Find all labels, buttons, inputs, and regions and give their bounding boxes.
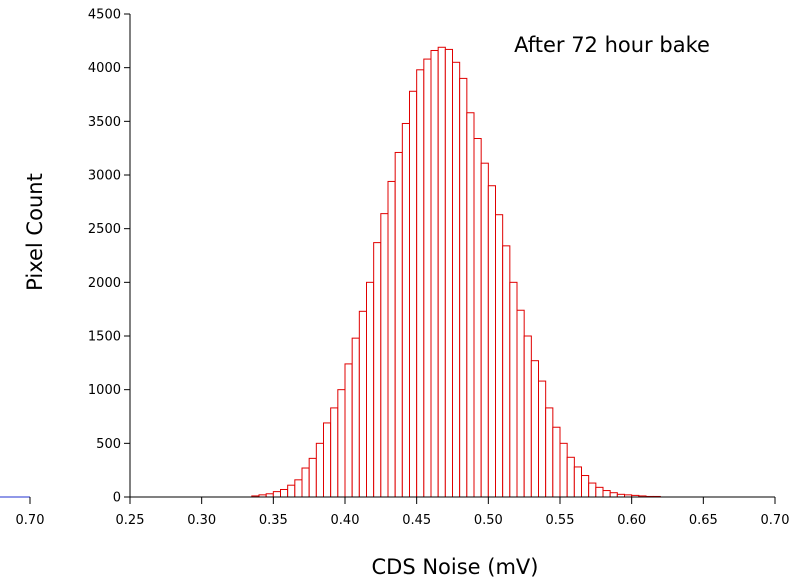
y-tick-label: 3000 (88, 169, 121, 184)
histogram-bar (358, 310, 367, 498)
histogram-bar (315, 442, 324, 498)
histogram-bar (495, 214, 504, 498)
y-tick-label: 2500 (88, 222, 121, 237)
x-tick-label: 0.55 (546, 513, 575, 528)
histogram-bar (416, 69, 425, 498)
histogram-bar (566, 456, 575, 498)
histogram-bar (272, 491, 281, 498)
y-axis-ticks: 0 500 1000 1500 2000 2500 3000 3500 4000 4500 (88, 8, 130, 506)
histogram-bar (351, 337, 360, 498)
histogram-bar (344, 363, 353, 498)
x-tick-label: 0.40 (331, 513, 360, 528)
x-axis-ticks: 0.25 0.30 0.35 0.40 0.45 0.50 0.55 0.60 0.65 0.70 (116, 497, 790, 528)
histogram-bar (509, 281, 518, 498)
histogram-bar (552, 426, 561, 498)
x-tick-label: 0.35 (259, 513, 288, 528)
histogram-bar (337, 389, 346, 498)
histogram-bar (401, 122, 410, 498)
histogram-bar (380, 213, 389, 498)
histogram-bar (423, 58, 432, 498)
x-tick-label: 0.70 (761, 513, 790, 528)
x-tick-label: 0.65 (689, 513, 718, 528)
y-tick-label: 500 (96, 437, 121, 452)
histogram-bar (466, 112, 475, 498)
histogram-bar (581, 475, 590, 498)
histogram-bar (487, 185, 496, 498)
x-tick-label: 0.25 (116, 513, 145, 528)
histogram-bar (538, 380, 547, 498)
y-tick-label: 4000 (88, 61, 121, 76)
histogram-bar (588, 482, 597, 498)
histogram-bar (294, 479, 303, 498)
histogram-bar (523, 335, 532, 498)
left-fragment-tick-label: 0.70 (16, 513, 45, 528)
histogram-bar (308, 457, 317, 498)
x-tick-label: 0.30 (187, 513, 216, 528)
histogram-bar (430, 49, 439, 498)
histogram-bar (301, 467, 310, 498)
histogram-bar (502, 245, 511, 498)
histogram-bar (437, 46, 446, 498)
y-tick-label: 1500 (88, 330, 121, 345)
y-axis-title: Pixel Count (23, 173, 47, 291)
x-tick-label: 0.60 (617, 513, 646, 528)
histogram-bar (280, 488, 289, 498)
histogram-bar (394, 151, 403, 498)
histogram-bar (545, 407, 554, 498)
histogram-bar (452, 61, 461, 498)
histogram-bar (480, 162, 489, 498)
histogram-bar (609, 492, 618, 498)
x-axis-title: CDS Noise (mV) (372, 555, 539, 579)
histogram-bar (559, 442, 568, 498)
histogram-bar (373, 242, 382, 498)
y-tick-label: 2000 (88, 276, 121, 291)
y-tick-label: 3500 (88, 115, 121, 130)
histogram-bar (409, 90, 418, 498)
histogram-bar (459, 77, 468, 498)
histogram-bar (530, 360, 540, 498)
histogram-bar (366, 281, 375, 498)
histogram-bar (473, 138, 482, 498)
y-tick-label: 0 (113, 491, 121, 506)
histogram-bar (387, 180, 396, 498)
histogram-bar (595, 486, 604, 498)
histogram-bar (516, 309, 525, 498)
histogram-bar (573, 466, 583, 498)
x-tick-label: 0.45 (402, 513, 431, 528)
histogram-bar (330, 407, 339, 498)
histogram-bar (444, 48, 453, 498)
y-tick-label: 4500 (88, 8, 121, 23)
histogram-bar (287, 484, 296, 498)
histogram-bars (251, 46, 661, 498)
histogram-bar (323, 422, 332, 498)
y-tick-label: 1000 (88, 383, 121, 398)
histogram-bar (602, 490, 611, 498)
annotation-text: After 72 hour bake (514, 33, 710, 57)
x-tick-label: 0.50 (474, 513, 503, 528)
